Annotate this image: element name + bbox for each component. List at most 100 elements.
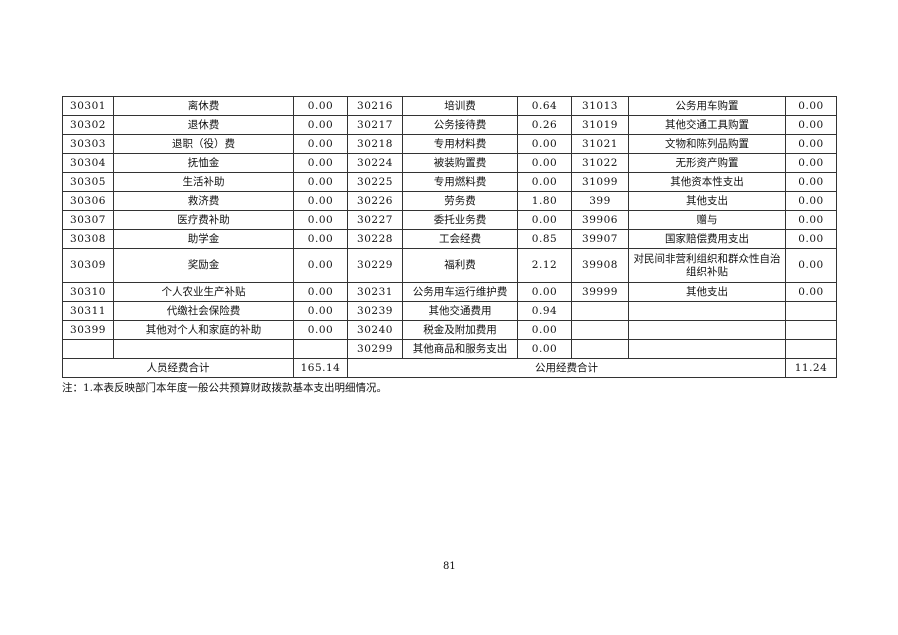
cell-name: 奖励金 <box>113 248 294 283</box>
cell-code <box>62 339 114 359</box>
cell-name: 医疗费补助 <box>113 210 294 230</box>
cell-name: 个人农业生产补贴 <box>113 282 294 302</box>
cell-amount: 0.00 <box>785 210 837 230</box>
cell-code: 39999 <box>571 282 629 302</box>
cell-code: 30224 <box>347 153 403 173</box>
cell-amount: 0.00 <box>785 229 837 249</box>
cell-amount <box>785 320 837 340</box>
cell-amount: 0.00 <box>293 301 348 321</box>
cell-code: 30226 <box>347 191 403 211</box>
cell-name: 其他交通费用 <box>402 301 518 321</box>
cell-amount: 0.00 <box>517 153 572 173</box>
table-row: 30302 退休费 0.00 30217 公务接待费 0.26 31019 其他交通工具购置 0… <box>62 115 837 135</box>
cell-code <box>571 301 629 321</box>
cell-amount: 0.26 <box>517 115 572 135</box>
table-row: 30311 代缴社会保险费 0.00 30239 其他交通费用 0.94 <box>62 301 837 321</box>
cell-amount: 0.00 <box>785 172 837 192</box>
public-total-label: 公用经费合计 <box>347 358 786 378</box>
cell-amount: 0.00 <box>785 248 837 283</box>
cell-amount: 2.12 <box>517 248 572 283</box>
cell-code: 30302 <box>62 115 114 135</box>
cell-amount: 0.00 <box>517 134 572 154</box>
cell-amount: 0.00 <box>785 153 837 173</box>
cell-name: 代缴社会保险费 <box>113 301 294 321</box>
cell-code: 30231 <box>347 282 403 302</box>
cell-amount: 0.00 <box>517 282 572 302</box>
cell-amount: 0.00 <box>293 134 348 154</box>
table-note: 注：1.本表反映部门本年度一般公共预算财政拨款基本支出明细情况。 <box>62 382 388 394</box>
cell-code <box>571 339 629 359</box>
cell-name: 对民间非营利组织和群众性自治组织补贴 <box>628 248 786 283</box>
cell-amount: 0.85 <box>517 229 572 249</box>
cell-code: 31099 <box>571 172 629 192</box>
cell-amount: 0.00 <box>785 134 837 154</box>
cell-code: 30216 <box>347 96 403 116</box>
cell-name: 离休费 <box>113 96 294 116</box>
cell-name: 福利费 <box>402 248 518 283</box>
cell-name: 国家赔偿费用支出 <box>628 229 786 249</box>
cell-name: 其他资本性支出 <box>628 172 786 192</box>
table-row: 30310 个人农业生产补贴 0.00 30231 公务用车运行维护费 0.00 39999… <box>62 282 837 302</box>
cell-code: 30228 <box>347 229 403 249</box>
cell-name <box>628 320 786 340</box>
cell-name: 其他交通工具购置 <box>628 115 786 135</box>
cell-amount: 0.00 <box>293 320 348 340</box>
table-row: 30304 抚恤金 0.00 30224 被装购置费 0.00 31022 无形资产购置 0.0… <box>62 153 837 173</box>
cell-code: 30303 <box>62 134 114 154</box>
cell-amount: 0.00 <box>293 191 348 211</box>
cell-name: 其他支出 <box>628 282 786 302</box>
cell-name: 其他商品和服务支出 <box>402 339 518 359</box>
cell-code: 30229 <box>347 248 403 283</box>
personnel-total-value: 165.14 <box>293 358 348 378</box>
cell-amount: 0.00 <box>785 191 837 211</box>
public-total-value: 11.24 <box>785 358 837 378</box>
cell-amount: 0.00 <box>785 282 837 302</box>
cell-code: 30217 <box>347 115 403 135</box>
cell-name: 专用材料费 <box>402 134 518 154</box>
cell-code: 39906 <box>571 210 629 230</box>
cell-code: 39908 <box>571 248 629 283</box>
cell-name: 工会经费 <box>402 229 518 249</box>
cell-code: 30306 <box>62 191 114 211</box>
table-body: 30301 离休费 0.00 30216 培训费 0.64 31013 公务用车购置 0.00 3… <box>62 96 837 378</box>
table-row: 30305 生活补助 0.00 30225 专用燃料费 0.00 31099 其他资本性支出 0… <box>62 172 837 192</box>
cell-amount: 1.80 <box>517 191 572 211</box>
cell-amount: 0.00 <box>517 210 572 230</box>
cell-amount <box>293 339 348 359</box>
cell-amount: 0.00 <box>517 320 572 340</box>
cell-code: 30310 <box>62 282 114 302</box>
cell-code: 30218 <box>347 134 403 154</box>
cell-name: 退职（役）费 <box>113 134 294 154</box>
cell-amount: 0.00 <box>785 115 837 135</box>
cell-name: 劳务费 <box>402 191 518 211</box>
cell-name: 专用燃料费 <box>402 172 518 192</box>
table-row: 30299 其他商品和服务支出 0.00 <box>62 339 837 359</box>
cell-name: 公务用车运行维护费 <box>402 282 518 302</box>
cell-amount: 0.00 <box>517 339 572 359</box>
cell-amount <box>785 339 837 359</box>
cell-code: 30239 <box>347 301 403 321</box>
table-row: 30399 其他对个人和家庭的补助 0.00 30240 税金及附加费用 0.00 <box>62 320 837 340</box>
cell-code: 30311 <box>62 301 114 321</box>
cell-code: 31021 <box>571 134 629 154</box>
cell-amount: 0.00 <box>293 172 348 192</box>
cell-name: 其他支出 <box>628 191 786 211</box>
cell-name: 委托业务费 <box>402 210 518 230</box>
personnel-total-label: 人员经费合计 <box>62 358 294 378</box>
cell-amount: 0.00 <box>293 282 348 302</box>
cell-name: 培训费 <box>402 96 518 116</box>
table-row: 30306 救济费 0.00 30226 劳务费 1.80 399 其他支出 0.00 <box>62 191 837 211</box>
cell-code <box>571 320 629 340</box>
cell-amount: 0.00 <box>785 96 837 116</box>
table-row: 30309 奖励金 0.00 30229 福利费 2.12 39908 对民间非营利组织和群众… <box>62 248 837 283</box>
cell-name: 无形资产购置 <box>628 153 786 173</box>
table-row: 30301 离休费 0.00 30216 培训费 0.64 31013 公务用车购置 0.00 <box>62 96 837 116</box>
cell-code: 31013 <box>571 96 629 116</box>
cell-name: 生活补助 <box>113 172 294 192</box>
cell-amount <box>785 301 837 321</box>
cell-code: 399 <box>571 191 629 211</box>
cell-code: 30225 <box>347 172 403 192</box>
cell-code: 30399 <box>62 320 114 340</box>
cell-name <box>113 339 294 359</box>
cell-amount: 0.64 <box>517 96 572 116</box>
